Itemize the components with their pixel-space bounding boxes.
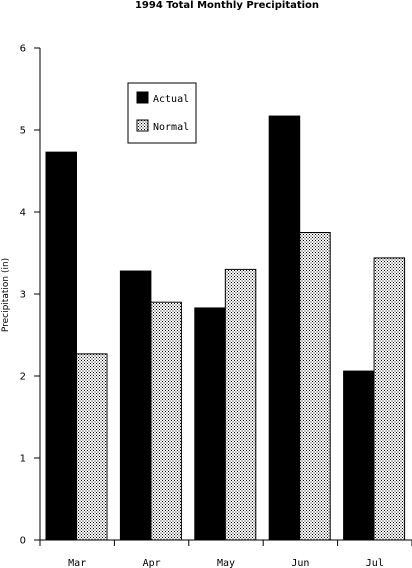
y-tick-label: 0 [20,536,26,547]
x-tick-label: Mar [68,558,86,568]
x-tick-label: Jun [291,558,309,568]
y-tick-label: 6 [20,44,26,55]
legend-swatch-normal [136,119,149,132]
bar-actual-apr [119,270,152,541]
y-tick-label: 4 [20,208,26,219]
x-tick-label: Apr [143,558,161,568]
y-tick-label: 5 [20,126,26,137]
legend-swatch-actual [136,91,149,104]
x-tick-label: Jul [366,558,384,568]
bar-actual-may [194,307,226,541]
legend-label-normal: Normal [153,122,189,133]
bars [45,115,406,541]
chart-title: 1994 Total Monthly Precipitation [135,0,319,11]
y-ticks: 0 1 2 3 4 5 6 [20,44,40,547]
y-tick-label: 2 [20,372,26,383]
bar-actual-mar [45,151,77,541]
y-tick-label: 1 [20,454,26,465]
legend-label-actual: Actual [153,94,189,105]
legend-box [127,82,197,144]
bar-actual-jul [343,370,375,541]
legend: Actual Normal [127,82,197,144]
bar-actual-jun [268,115,301,541]
bar-normal-apr [150,301,182,541]
bar-normal-jul [373,257,406,541]
bar-normal-may [224,268,257,541]
bar-normal-jun [299,232,331,541]
x-tick-label: May [217,558,235,568]
bar-normal-mar [76,353,108,541]
x-ticks: Mar Apr May Jun Jul [39,540,412,568]
y-tick-label: 3 [20,290,26,301]
y-axis-label: Precipitation (in) [1,258,11,332]
